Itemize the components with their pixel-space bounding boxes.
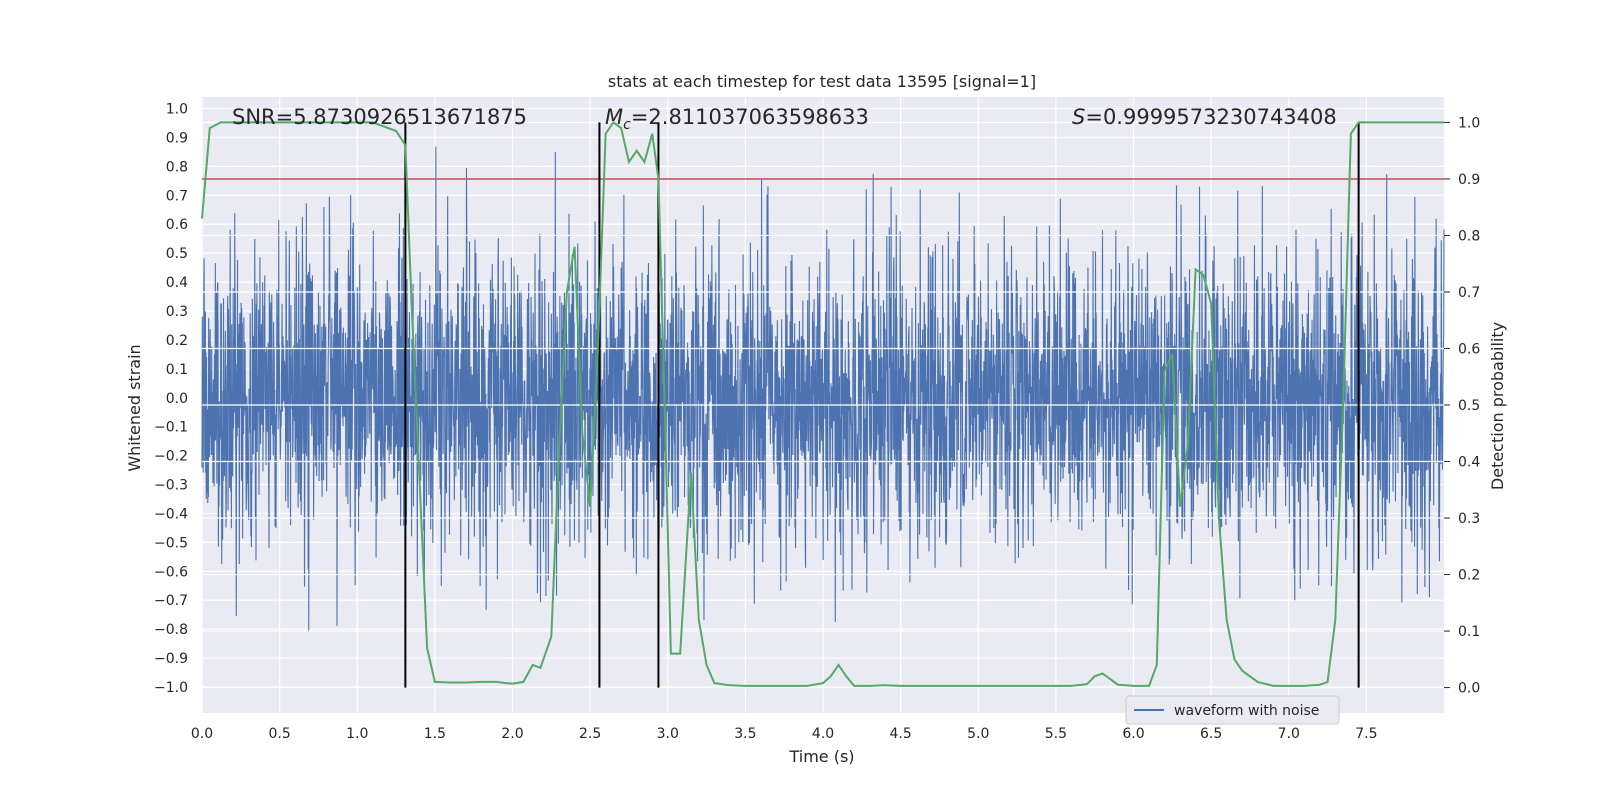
y-tick-label: 0.3	[166, 304, 188, 320]
chart-title: stats at each timestep for test data 135…	[608, 72, 1036, 91]
y-tick-label: 0.2	[166, 333, 188, 349]
x-axis-label: Time (s)	[788, 747, 854, 766]
s-annotation: S=0.9999573230743408	[1072, 105, 1337, 129]
chirp-mass-value: =2.811037063598633	[631, 105, 869, 129]
y-tick-label: −0.8	[154, 622, 188, 638]
x-tick-label: 4.5	[889, 726, 911, 742]
y-tick-label: −0.9	[154, 651, 188, 667]
y2-tick-label: 0.8	[1458, 228, 1480, 244]
y2-tick-label: 0.7	[1458, 285, 1480, 301]
x-tick-label: 1.5	[424, 726, 446, 742]
y-tick-label: −0.6	[154, 564, 188, 580]
y2-tick-label: 0.1	[1458, 624, 1480, 640]
x-tick-label: 2.0	[501, 726, 523, 742]
y-tick-label: 0.1	[166, 362, 188, 378]
waveform-series	[201, 146, 1445, 632]
y-tick-label: −0.4	[154, 506, 188, 522]
y-tick-label: 0.0	[166, 391, 188, 407]
y-tick-label: −0.5	[154, 535, 188, 551]
y2-tick-label: 0.5	[1458, 398, 1480, 414]
s-symbol: S	[1072, 105, 1085, 129]
y-axis-label: Whitened strain	[125, 344, 144, 471]
x-tick-label: 6.0	[1122, 726, 1144, 742]
y-tick-label: −0.1	[154, 420, 188, 436]
y2-gridlines	[202, 121, 1444, 689]
y2-tick-label: 1.0	[1458, 115, 1480, 131]
plot-area	[201, 97, 1445, 713]
x-tick-label: 2.5	[579, 726, 601, 742]
y2-tick-label: 0.2	[1458, 568, 1480, 584]
y-tick-label: 0.5	[166, 246, 188, 262]
y-tick-label: −0.2	[154, 449, 188, 465]
legend: waveform with noise	[1125, 695, 1340, 725]
x-tick-label: 4.0	[812, 726, 834, 742]
y2-tick-label: 0.0	[1458, 681, 1480, 697]
x-tick-label: 5.5	[1045, 726, 1067, 742]
x-tick-label: 0.0	[191, 726, 213, 742]
y2-tick-label: 0.4	[1458, 455, 1480, 471]
x-tick-label: 5.0	[967, 726, 989, 742]
x-tick-label: 3.5	[734, 726, 756, 742]
y-axis-ticks: 1.0 0.9 0.8 0.7 0.6 0.5 0.4 0.3 0.2 0.1 0.0 −0.1 −0.…	[154, 102, 188, 696]
chirp-mass-annotation: Mc=2.811037063598633	[605, 105, 869, 133]
x-axis-ticks: 0.0 0.5 1.0 1.5 2.0 2.5 3.0 3.5 4.0 4.5 5.0 5.5 6.0 6…	[191, 726, 1378, 742]
legend-box	[1125, 695, 1340, 725]
y-tick-label: 1.0	[166, 102, 188, 118]
x-tick-label: 7.5	[1355, 726, 1377, 742]
x-tick-label: 7.0	[1278, 726, 1300, 742]
y2-tick-label: 0.3	[1458, 511, 1480, 527]
legend-label: waveform with noise	[1174, 703, 1319, 719]
y2-tick-label: 0.9	[1458, 172, 1480, 188]
probability-series	[201, 121, 1444, 687]
y2-axis-label: Detection probability	[1488, 322, 1507, 490]
y-tick-label: 0.6	[166, 217, 188, 233]
chirp-mass-subscript: c	[623, 117, 631, 133]
x-tick-label: 3.0	[657, 726, 679, 742]
x-tick-label: 1.0	[346, 726, 368, 742]
y-tick-label: −1.0	[154, 680, 188, 696]
x-tick-label: 6.5	[1200, 726, 1222, 742]
y-tick-label: −0.7	[154, 593, 188, 609]
vertical-markers	[404, 122, 1360, 688]
y-tick-label: 0.4	[166, 275, 188, 291]
waveform-line	[201, 146, 1445, 632]
chirp-mass-symbol: M	[605, 105, 623, 129]
x-tick-label: 0.5	[268, 726, 290, 742]
y2-tick-label: 0.6	[1458, 341, 1480, 357]
y-tick-label: −0.3	[154, 478, 188, 494]
s-value: =0.9999573230743408	[1085, 105, 1336, 129]
y2-axis-ticks: 1.0 0.9 0.8 0.7 0.6 0.5 0.4 0.3 0.2 0.1 0.0	[1444, 115, 1480, 697]
y-tick-label: 0.8	[166, 159, 188, 175]
y-tick-label: 0.7	[166, 188, 188, 204]
snr-annotation: SNR=5.8730926513671875	[232, 105, 527, 129]
y-tick-label: 0.9	[166, 130, 188, 146]
